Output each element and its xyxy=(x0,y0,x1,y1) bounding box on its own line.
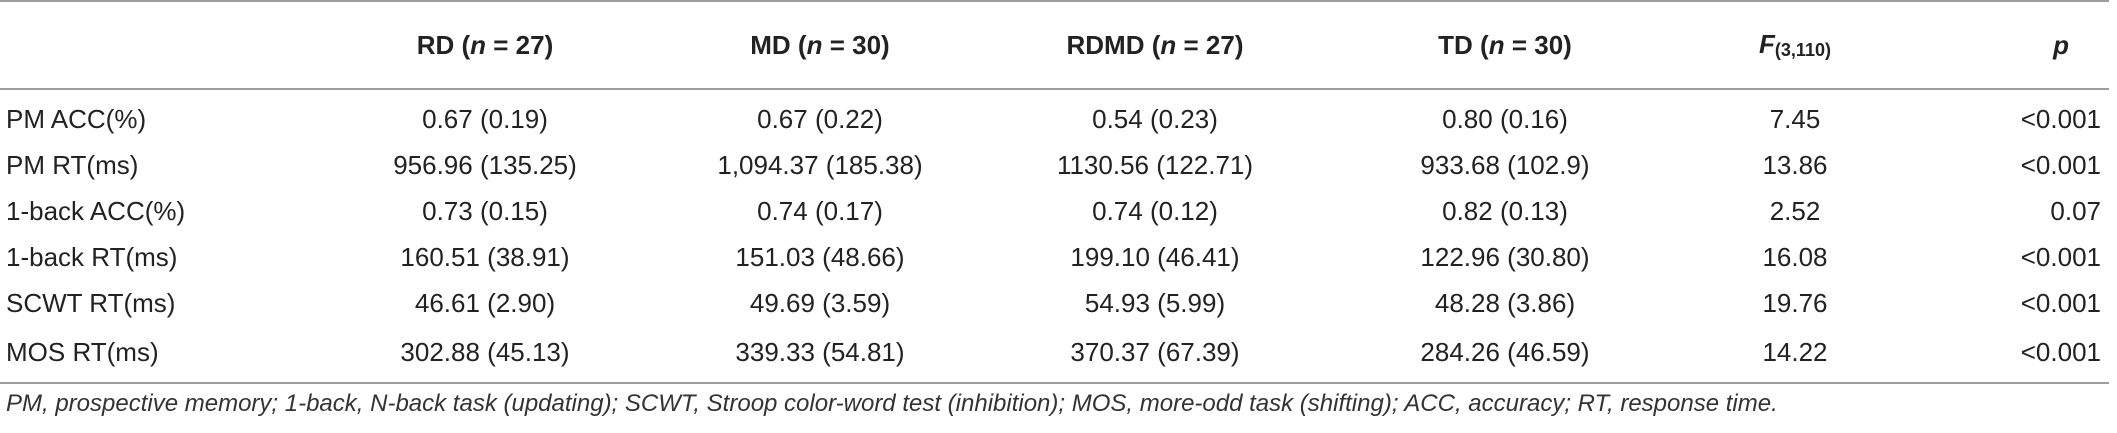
cell-p: <0.001 xyxy=(1920,326,2109,384)
header-rd: RD (n = 27) xyxy=(300,0,670,90)
cell-f: 16.08 xyxy=(1762,241,1828,272)
cell-rd: 0.67 (0.19) xyxy=(422,103,548,134)
cell-td: 284.26 (46.59) xyxy=(1340,326,1670,384)
cell-rdmd: 0.54 (0.23) xyxy=(1092,103,1218,134)
header-empty-cell xyxy=(0,0,300,90)
table-header: RD (n = 27) MD (n = 30) RDMD (n = 27) TD… xyxy=(0,0,2109,90)
table-body: PM ACC(%) 0.67 (0.19) 0.67 (0.22) 0.54 (… xyxy=(0,89,2109,384)
table-row: SCWT RT(ms) 46.61 (2.90) 49.69 (3.59) 54… xyxy=(0,280,2109,326)
cell-p: <0.001 xyxy=(2020,149,2101,180)
cell-md: 49.69 (3.59) xyxy=(749,287,891,318)
header-rdmd: RDMD (n = 27) xyxy=(970,0,1340,90)
cell-rdmd: 199.10 (46.41) xyxy=(1070,241,1240,272)
row-label: MOS RT(ms) xyxy=(0,326,300,384)
header-row: RD (n = 27) MD (n = 30) RDMD (n = 27) TD… xyxy=(0,0,2109,90)
cell-td: 933.68 (102.9) xyxy=(1420,149,1590,180)
cell-rd: 160.51 (38.91) xyxy=(400,241,570,272)
cell-md: 0.67 (0.22) xyxy=(757,103,883,134)
cell-p: 0.07 xyxy=(2050,195,2101,226)
row-label: 1-back RT(ms) xyxy=(6,241,178,272)
cell-rd: 0.73 (0.15) xyxy=(422,195,548,226)
row-label: 1-back ACC(%) xyxy=(6,195,186,226)
cell-td: 0.80 (0.16) xyxy=(1442,103,1568,134)
cell-td: 122.96 (30.80) xyxy=(1420,241,1590,272)
cell-rd: 302.88 (45.13) xyxy=(300,326,670,384)
header-td: TD (n = 30) xyxy=(1340,0,1670,90)
table-row: PM RT(ms) 956.96 (135.25) 1,094.37 (185.… xyxy=(0,142,2109,188)
cell-rdmd: 0.74 (0.12) xyxy=(1092,195,1218,226)
results-table: RD (n = 27) MD (n = 30) RDMD (n = 27) TD… xyxy=(0,0,2109,384)
table-footnote: PM, prospective memory; 1-back, N-back t… xyxy=(6,390,1778,417)
row-label: PM RT(ms) xyxy=(6,149,139,180)
table-row: 1-back RT(ms) 160.51 (38.91) 151.03 (48.… xyxy=(0,234,2109,280)
cell-md: 0.74 (0.17) xyxy=(757,195,883,226)
cell-rd: 956.96 (135.25) xyxy=(393,149,577,180)
cell-rdmd: 370.37 (67.39) xyxy=(970,326,1340,384)
cell-rd: 46.61 (2.90) xyxy=(414,287,556,318)
table-row: PM ACC(%) 0.67 (0.19) 0.67 (0.22) 0.54 (… xyxy=(0,89,2109,142)
cell-f: 7.45 xyxy=(1769,103,1821,134)
header-p-value: p xyxy=(1920,0,2109,90)
cell-td: 0.82 (0.13) xyxy=(1442,195,1568,226)
cell-rdmd: 1130.56 (122.71) xyxy=(1056,149,1254,180)
header-md: MD (n = 30) xyxy=(670,0,970,90)
cell-f: 13.86 xyxy=(1762,149,1828,180)
table-row: 1-back ACC(%) 0.73 (0.15) 0.74 (0.17) 0.… xyxy=(0,188,2109,234)
cell-rdmd: 54.93 (5.99) xyxy=(1084,287,1226,318)
cell-p: <0.001 xyxy=(2020,287,2101,318)
cell-f: 19.76 xyxy=(1762,287,1828,318)
cell-md: 339.33 (54.81) xyxy=(670,326,970,384)
cell-md: 151.03 (48.66) xyxy=(735,241,905,272)
cell-md: 1,094.37 (185.38) xyxy=(717,149,923,180)
cell-td: 48.28 (3.86) xyxy=(1434,287,1576,318)
cell-f: 14.22 xyxy=(1670,326,1920,384)
cell-f: 2.52 xyxy=(1769,195,1821,226)
row-label: SCWT RT(ms) xyxy=(6,287,176,318)
cell-p: <0.001 xyxy=(2020,241,2101,272)
header-f-statistic: F(3,110) xyxy=(1670,0,1920,90)
cell-p: <0.001 xyxy=(2020,103,2101,134)
table-row: MOS RT(ms) 302.88 (45.13) 339.33 (54.81)… xyxy=(0,326,2109,384)
row-label: PM ACC(%) xyxy=(6,103,147,134)
